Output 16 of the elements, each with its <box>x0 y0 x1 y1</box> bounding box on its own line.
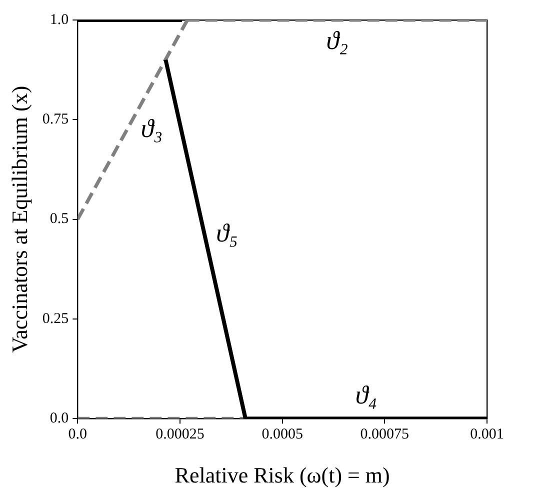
y-tick-label: 0.5 <box>50 211 69 228</box>
x-axis-title: Relative Risk (ω(t) = m) <box>174 462 390 488</box>
y-axis-title: Vaccinators at Equilibrium (x) <box>6 86 32 353</box>
series-label: ϑ₃ <box>140 114 163 144</box>
y-tick-label: 0.0 <box>50 410 69 427</box>
x-tick-label: 0.00075 <box>360 426 410 443</box>
series-label: ϑ₂ <box>326 26 348 55</box>
y-tick-label: 0.25 <box>42 310 69 327</box>
x-tick-label: 0.001 <box>470 426 504 443</box>
x-tick-label: 0.0 <box>68 426 88 443</box>
series-label: ϑ₅ <box>216 218 238 248</box>
x-tick-label: 0.0005 <box>262 426 303 443</box>
series-label: ϑ₄ <box>355 380 378 410</box>
y-tick-label: 1.0 <box>50 12 69 28</box>
x-tick-label: 0.00025 <box>156 426 204 443</box>
y-tick-label: 0.75 <box>42 112 69 128</box>
